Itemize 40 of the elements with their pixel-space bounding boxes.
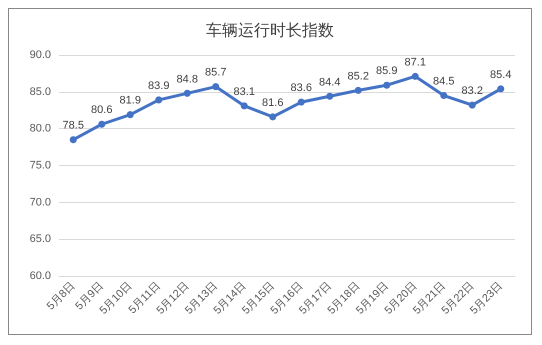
point bbox=[126, 111, 134, 118]
data-label: 87.1 bbox=[404, 56, 426, 68]
point bbox=[184, 90, 191, 97]
point bbox=[497, 85, 504, 92]
y-tick-label: 60.0 bbox=[30, 270, 51, 282]
point bbox=[440, 92, 448, 100]
point bbox=[212, 83, 220, 90]
y-tick-label: 65.0 bbox=[30, 233, 51, 246]
data-label: 84.8 bbox=[176, 73, 198, 86]
chart-title: 车辆运行时长指数 bbox=[206, 20, 334, 40]
data-label: 85.9 bbox=[376, 65, 398, 78]
y-tick-label: 85.0 bbox=[30, 86, 51, 98]
data-label: 78.5 bbox=[62, 120, 84, 132]
point bbox=[326, 92, 334, 100]
point bbox=[98, 120, 106, 128]
point bbox=[412, 72, 419, 80]
data-label: 81.9 bbox=[120, 94, 141, 107]
data-label: 85.7 bbox=[205, 66, 226, 79]
data-label: 83.9 bbox=[148, 80, 170, 92]
point bbox=[354, 86, 362, 94]
data-label: 81.6 bbox=[262, 96, 284, 109]
point bbox=[269, 113, 276, 120]
point bbox=[70, 136, 77, 144]
y-tick-label: 75.0 bbox=[30, 160, 51, 172]
data-label: 83.1 bbox=[234, 86, 255, 98]
y-tick-label: 90.0 bbox=[30, 49, 51, 61]
point bbox=[383, 82, 390, 89]
data-label: 84.5 bbox=[433, 76, 454, 88]
point bbox=[468, 102, 476, 109]
data-label: 83.2 bbox=[462, 85, 483, 98]
data-label: 80.6 bbox=[91, 104, 112, 116]
data-label: 84.4 bbox=[319, 76, 340, 88]
point bbox=[240, 102, 248, 110]
y-tick-label: 80.0 bbox=[30, 122, 51, 135]
data-label: 85.2 bbox=[348, 70, 369, 82]
y-tick-label: 70.0 bbox=[30, 196, 51, 208]
point bbox=[298, 98, 305, 106]
point bbox=[155, 96, 162, 104]
data-label: 83.6 bbox=[290, 82, 312, 94]
data-label: 85.4 bbox=[490, 68, 512, 81]
